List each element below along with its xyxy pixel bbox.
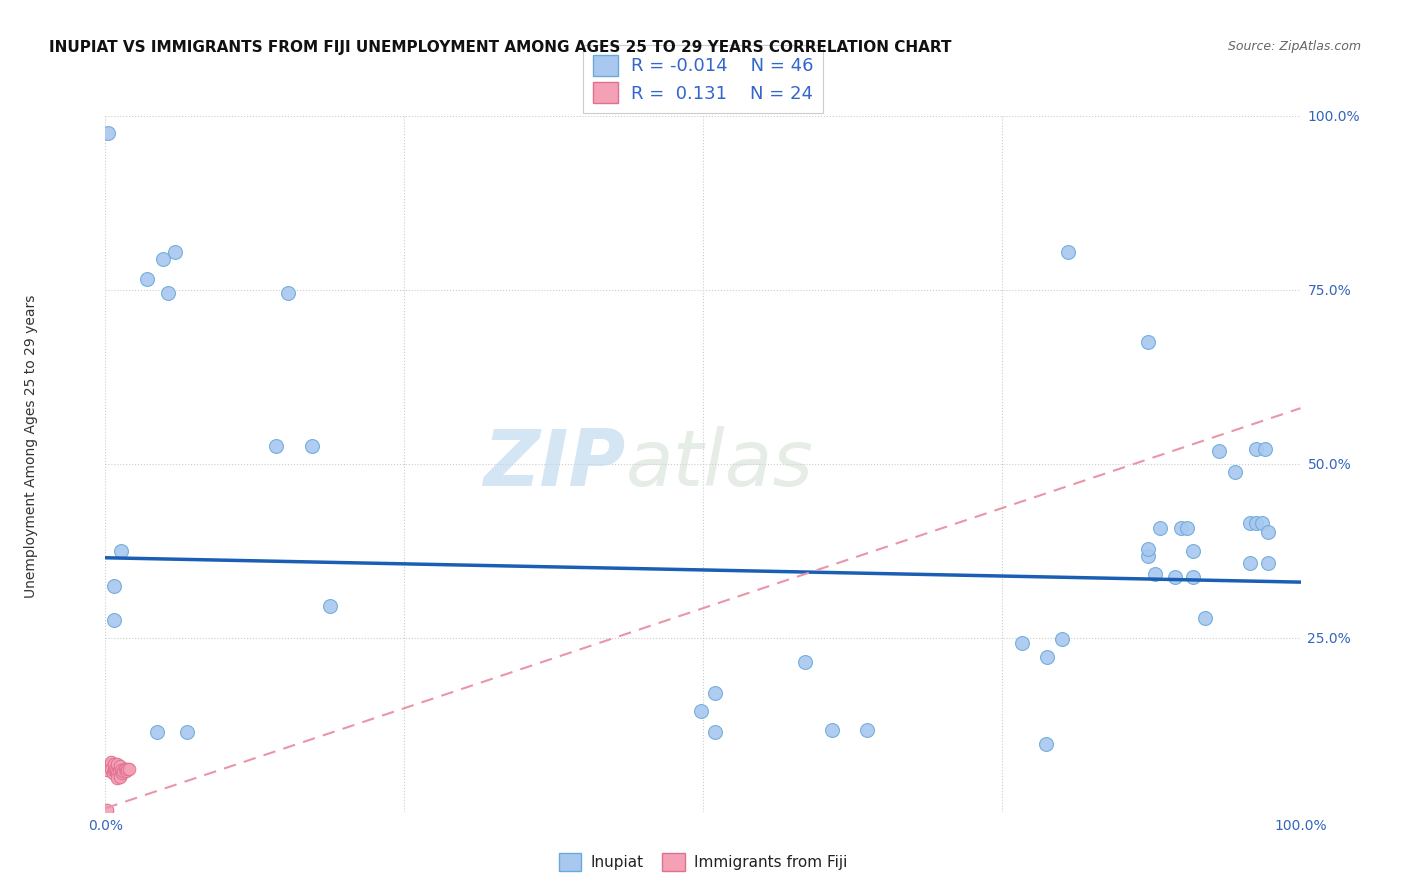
Text: Source: ZipAtlas.com: Source: ZipAtlas.com [1227, 40, 1361, 54]
Text: INUPIAT VS IMMIGRANTS FROM FIJI UNEMPLOYMENT AMONG AGES 25 TO 29 YEARS CORRELATI: INUPIAT VS IMMIGRANTS FROM FIJI UNEMPLOY… [49, 40, 952, 55]
Text: ZIP: ZIP [484, 425, 626, 502]
Legend: Inupiat, Immigrants from Fiji: Inupiat, Immigrants from Fiji [553, 847, 853, 877]
Text: atlas: atlas [626, 425, 813, 502]
Text: Unemployment Among Ages 25 to 29 years: Unemployment Among Ages 25 to 29 years [24, 294, 38, 598]
Legend: R = -0.014    N = 46, R =  0.131    N = 24: R = -0.014 N = 46, R = 0.131 N = 24 [583, 45, 823, 113]
